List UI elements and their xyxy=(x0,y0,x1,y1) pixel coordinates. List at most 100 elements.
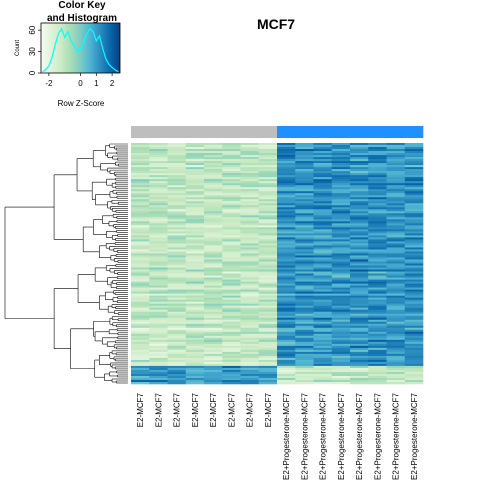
color-key-ytick-label: 60 xyxy=(28,25,37,34)
heatmap-cell xyxy=(368,355,387,359)
heatmap-cell xyxy=(240,259,260,262)
heatmap-cell xyxy=(185,287,205,290)
heatmap-cell xyxy=(149,213,168,216)
heatmap-cell xyxy=(404,279,424,282)
heatmap-cell xyxy=(204,203,223,206)
heatmap-cell xyxy=(185,211,205,214)
heatmap-cell xyxy=(295,237,314,240)
heatmap-cell xyxy=(350,351,369,355)
heatmap-cell xyxy=(277,323,296,327)
heatmap-cell xyxy=(222,269,241,272)
heatmap-cell xyxy=(350,301,369,304)
heatmap-cell xyxy=(331,177,351,180)
heatmap-cell xyxy=(149,187,168,190)
heatmap-cell xyxy=(131,273,150,276)
heatmap-cell xyxy=(313,221,333,224)
heatmap-cell xyxy=(185,157,205,160)
heatmap-cell xyxy=(240,181,260,184)
heatmap-cell xyxy=(240,257,260,260)
heatmap-cell xyxy=(313,211,333,214)
heatmap-cell xyxy=(404,293,424,296)
heatmap-cell xyxy=(350,365,369,369)
heatmap-cell xyxy=(131,241,150,244)
heatmap-cell xyxy=(277,193,296,196)
heatmap-cell xyxy=(331,327,351,331)
heatmap-cell xyxy=(149,371,168,375)
heatmap-cell xyxy=(386,351,406,355)
heatmap-cell xyxy=(350,211,369,214)
heatmap-cell xyxy=(404,283,424,286)
heatmap-cell xyxy=(240,319,260,323)
heatmap-cell xyxy=(368,359,387,363)
heatmap-cell xyxy=(185,297,205,300)
heatmap-cell xyxy=(131,213,150,216)
heatmap-cell xyxy=(350,151,369,154)
heatmap-cell xyxy=(295,143,314,146)
heatmap-cell xyxy=(167,271,187,274)
heatmap-cell xyxy=(368,281,387,284)
heatmap-cell xyxy=(185,371,205,375)
heatmap-cell xyxy=(240,321,260,325)
heatmap-cell xyxy=(240,331,260,335)
heatmap-cell xyxy=(204,215,223,218)
heatmap-cell xyxy=(295,353,314,357)
heatmap-cell xyxy=(350,223,369,226)
heatmap-cell xyxy=(331,335,351,339)
heatmap-cell xyxy=(277,321,296,325)
heatmap-cell xyxy=(368,227,387,230)
heatmap-cell xyxy=(277,221,296,224)
heatmap-cell xyxy=(240,363,260,367)
heatmap-cell xyxy=(222,189,241,192)
heatmap-cell xyxy=(131,245,150,248)
heatmap-cell xyxy=(331,359,351,363)
heatmap-cell xyxy=(368,159,387,162)
heatmap-cell xyxy=(167,273,187,276)
heatmap-cell xyxy=(313,289,333,292)
heatmap-cell xyxy=(131,333,150,337)
heatmap-cell xyxy=(131,353,150,357)
heatmap-cell xyxy=(277,227,296,230)
heatmap-cell xyxy=(149,281,168,284)
heatmap-cell xyxy=(313,309,333,312)
heatmap-cell xyxy=(277,259,296,262)
heatmap-cell xyxy=(222,163,241,166)
heatmap-cell xyxy=(331,197,351,200)
heatmap-cell xyxy=(240,205,260,208)
heatmap-cell xyxy=(350,297,369,300)
heatmap-cell xyxy=(258,209,278,212)
heatmap-cell xyxy=(295,285,314,288)
heatmap-cell xyxy=(204,279,223,282)
heatmap-cell xyxy=(185,181,205,184)
heatmap-cell xyxy=(350,305,369,308)
heatmap-cell xyxy=(258,191,278,194)
heatmap-cell xyxy=(386,259,406,262)
heatmap-cell xyxy=(204,263,223,266)
heatmap-cell xyxy=(386,335,406,339)
heatmap-cell xyxy=(131,343,150,347)
heatmap-cell xyxy=(350,307,369,310)
heatmap-cell xyxy=(185,159,205,162)
heatmap-cell xyxy=(258,345,278,349)
heatmap-cell xyxy=(167,343,187,347)
color-key-x-axis: -2 0 1 2 xyxy=(45,73,115,88)
heatmap-cell xyxy=(277,151,296,154)
heatmap-cell xyxy=(350,315,369,319)
heatmap-cell xyxy=(350,337,369,341)
heatmap-cell xyxy=(167,195,187,198)
heatmap-cell xyxy=(240,309,260,312)
heatmap-cell xyxy=(386,249,406,252)
heatmap-cell xyxy=(149,375,168,379)
heatmap-cell xyxy=(404,381,424,385)
heatmap-cell xyxy=(331,365,351,369)
heatmap-cell xyxy=(204,241,223,244)
heatmap-cell xyxy=(386,311,406,315)
heatmap-cell xyxy=(295,261,314,264)
heatmap-cell xyxy=(240,325,260,329)
heatmap-cell xyxy=(131,143,150,146)
heatmap-cell xyxy=(204,155,223,158)
heatmap-cell xyxy=(368,153,387,156)
heatmap-cell xyxy=(386,317,406,321)
heatmap-cell xyxy=(240,359,260,363)
heatmap-cell xyxy=(149,179,168,182)
heatmap-cell xyxy=(404,147,424,150)
